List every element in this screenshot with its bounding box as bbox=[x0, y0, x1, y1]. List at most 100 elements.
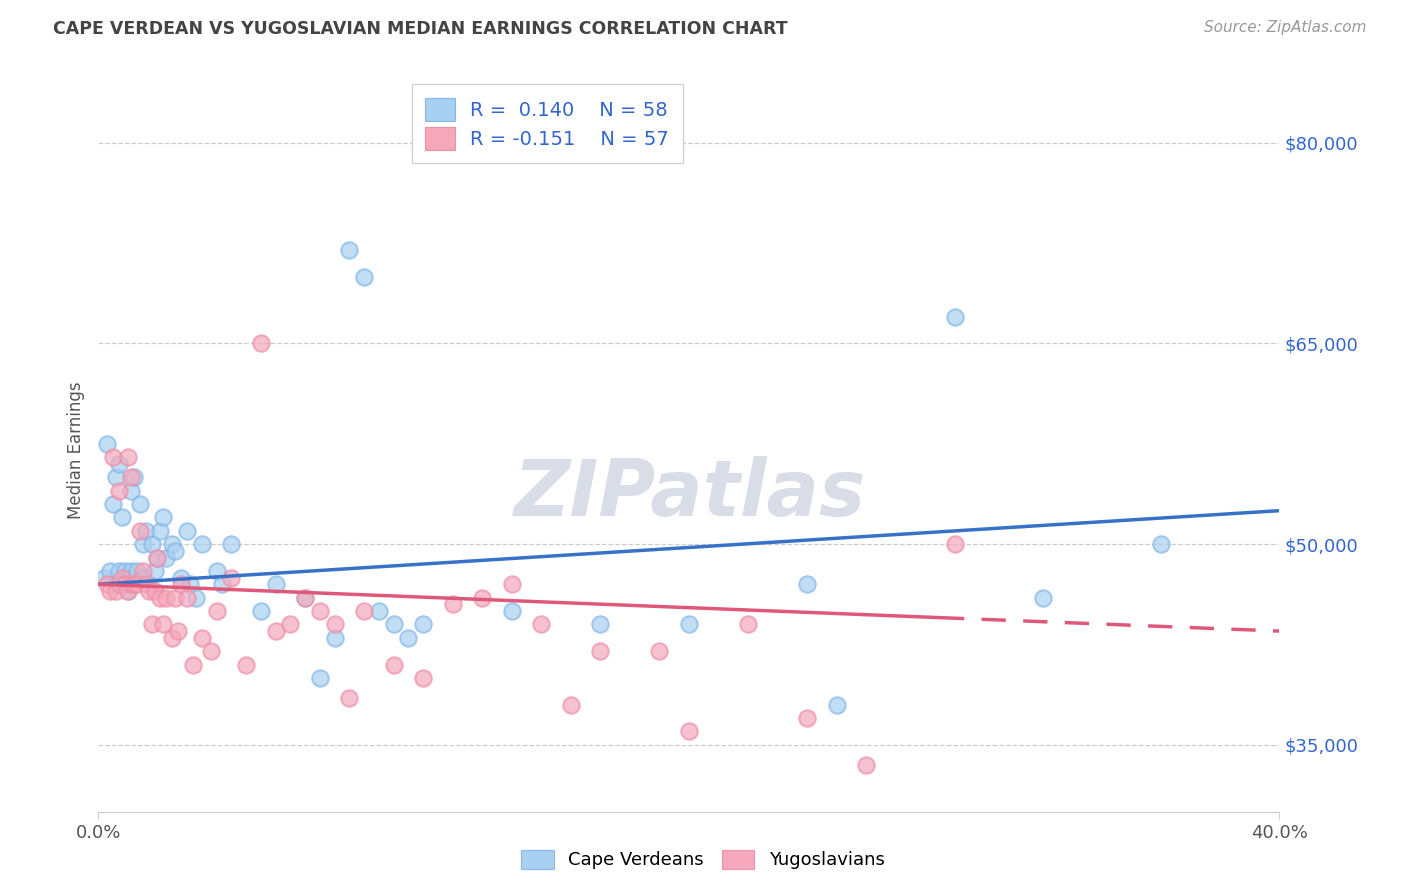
Point bbox=[152, 510, 174, 524]
Point bbox=[108, 457, 131, 471]
Point bbox=[122, 577, 145, 591]
Point bbox=[117, 584, 139, 599]
Point bbox=[117, 584, 139, 599]
Point bbox=[128, 524, 150, 538]
Point bbox=[339, 243, 361, 257]
Point bbox=[143, 584, 166, 599]
Point bbox=[96, 577, 118, 591]
Point bbox=[368, 604, 391, 618]
Y-axis label: Median Earnings: Median Earnings bbox=[66, 382, 84, 519]
Point bbox=[530, 617, 553, 632]
Point bbox=[560, 698, 582, 712]
Point bbox=[170, 577, 193, 591]
Point bbox=[167, 624, 190, 639]
Point bbox=[103, 450, 125, 465]
Point bbox=[353, 604, 375, 618]
Point bbox=[382, 657, 405, 672]
Point bbox=[825, 698, 848, 712]
Point bbox=[111, 510, 134, 524]
Point bbox=[103, 497, 125, 511]
Point bbox=[589, 644, 612, 658]
Point bbox=[111, 571, 134, 585]
Point bbox=[162, 537, 183, 551]
Point bbox=[170, 571, 193, 585]
Point bbox=[309, 604, 332, 618]
Point bbox=[120, 577, 142, 591]
Point bbox=[648, 644, 671, 658]
Point bbox=[471, 591, 494, 605]
Point bbox=[264, 624, 287, 639]
Point bbox=[165, 591, 187, 605]
Point bbox=[398, 631, 420, 645]
Point bbox=[1150, 537, 1173, 551]
Point bbox=[191, 537, 214, 551]
Point bbox=[117, 450, 139, 465]
Point bbox=[155, 591, 177, 605]
Point bbox=[250, 604, 273, 618]
Point bbox=[138, 584, 160, 599]
Point bbox=[250, 336, 273, 351]
Point bbox=[205, 604, 228, 618]
Point bbox=[339, 691, 361, 706]
Point bbox=[412, 671, 434, 685]
Point bbox=[111, 577, 134, 591]
Point bbox=[93, 571, 115, 585]
Point bbox=[105, 584, 128, 599]
Point bbox=[309, 671, 332, 685]
Point bbox=[108, 564, 131, 578]
Point bbox=[943, 310, 966, 324]
Point bbox=[235, 657, 257, 672]
Point bbox=[146, 550, 169, 565]
Point bbox=[179, 577, 201, 591]
Point bbox=[382, 617, 405, 632]
Point bbox=[149, 591, 172, 605]
Point bbox=[155, 550, 177, 565]
Point bbox=[120, 564, 142, 578]
Point bbox=[149, 524, 172, 538]
Point bbox=[138, 577, 160, 591]
Point bbox=[678, 617, 700, 632]
Point bbox=[108, 483, 131, 498]
Text: CAPE VERDEAN VS YUGOSLAVIAN MEDIAN EARNINGS CORRELATION CHART: CAPE VERDEAN VS YUGOSLAVIAN MEDIAN EARNI… bbox=[53, 20, 787, 37]
Point bbox=[96, 437, 118, 451]
Point bbox=[184, 591, 207, 605]
Point bbox=[678, 724, 700, 739]
Point bbox=[98, 564, 121, 578]
Point bbox=[162, 631, 183, 645]
Point bbox=[125, 577, 148, 591]
Point bbox=[132, 537, 155, 551]
Point bbox=[855, 758, 877, 772]
Point bbox=[108, 577, 131, 591]
Point bbox=[943, 537, 966, 551]
Point bbox=[323, 617, 346, 632]
Point bbox=[125, 564, 148, 578]
Point bbox=[264, 577, 287, 591]
Point bbox=[122, 577, 145, 591]
Point bbox=[120, 470, 142, 484]
Point bbox=[280, 617, 302, 632]
Point bbox=[146, 550, 169, 565]
Point bbox=[165, 544, 187, 558]
Point bbox=[128, 497, 150, 511]
Point bbox=[737, 617, 759, 632]
Point bbox=[353, 269, 375, 284]
Point bbox=[294, 591, 316, 605]
Point bbox=[181, 657, 204, 672]
Point bbox=[191, 631, 214, 645]
Point bbox=[294, 591, 316, 605]
Point bbox=[152, 617, 174, 632]
Point bbox=[200, 644, 222, 658]
Point bbox=[176, 524, 198, 538]
Text: ZIPatlas: ZIPatlas bbox=[513, 456, 865, 532]
Point bbox=[796, 711, 818, 725]
Point bbox=[221, 537, 243, 551]
Point bbox=[105, 577, 128, 591]
Point bbox=[211, 577, 233, 591]
Point bbox=[114, 564, 136, 578]
Point bbox=[1032, 591, 1054, 605]
Point bbox=[132, 571, 155, 585]
Point bbox=[120, 483, 142, 498]
Point bbox=[132, 564, 155, 578]
Point bbox=[176, 591, 198, 605]
Point bbox=[141, 617, 163, 632]
